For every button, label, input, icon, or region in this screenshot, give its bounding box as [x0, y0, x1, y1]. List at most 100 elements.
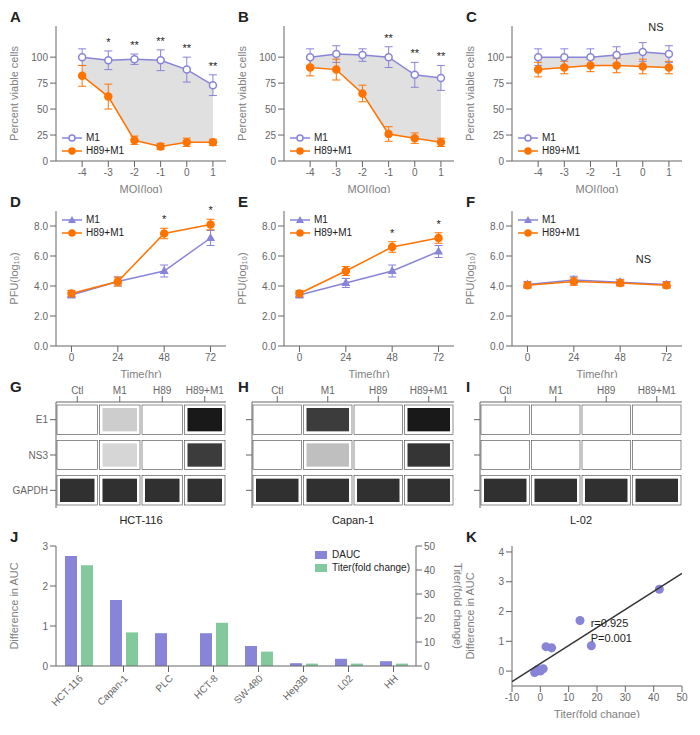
svg-text:L02: L02	[335, 672, 355, 692]
svg-text:-2: -2	[358, 167, 367, 178]
svg-text:0.0: 0.0	[262, 341, 276, 352]
svg-text:8.0: 8.0	[262, 221, 276, 232]
svg-text:-1: -1	[612, 167, 621, 178]
svg-text:-4: -4	[306, 167, 315, 178]
svg-text:0.0: 0.0	[34, 341, 48, 352]
svg-text:0: 0	[525, 352, 531, 363]
svg-text:100: 100	[259, 52, 276, 63]
svg-text:1: 1	[210, 167, 216, 178]
svg-text:MOI(log): MOI(log)	[576, 183, 619, 193]
svg-text:40: 40	[648, 692, 660, 703]
svg-text:2: 2	[498, 606, 504, 617]
svg-text:Titer(fold change): Titer(fold change)	[554, 708, 640, 718]
svg-text:E1: E1	[36, 414, 49, 425]
svg-text:NS3: NS3	[29, 450, 49, 461]
svg-text:24: 24	[568, 352, 580, 363]
svg-text:Difference in AUC: Difference in AUC	[8, 562, 20, 649]
svg-text:**: **	[437, 50, 446, 62]
svg-text:PLC: PLC	[153, 673, 175, 695]
svg-text:NS: NS	[648, 21, 663, 33]
svg-text:50: 50	[37, 104, 49, 115]
svg-text:MOI(log): MOI(log)	[348, 183, 391, 193]
svg-text:50: 50	[265, 104, 277, 115]
svg-text:3: 3	[42, 541, 48, 552]
svg-text:-3: -3	[104, 167, 113, 178]
svg-text:-3: -3	[332, 167, 341, 178]
svg-text:*: *	[436, 218, 441, 230]
svg-text:H89: H89	[597, 385, 616, 396]
svg-text:0: 0	[640, 167, 646, 178]
svg-text:H89+M1: H89+M1	[410, 385, 449, 396]
svg-text:72: 72	[205, 352, 217, 363]
svg-text:6.0: 6.0	[262, 251, 276, 262]
svg-text:*: *	[208, 204, 213, 216]
svg-text:HH: HH	[382, 673, 400, 691]
svg-text:Titer(fold change): Titer(fold change)	[452, 563, 464, 649]
svg-text:0: 0	[297, 352, 303, 363]
svg-text:6.0: 6.0	[490, 251, 504, 262]
svg-text:0: 0	[538, 692, 544, 703]
svg-text:25: 25	[265, 130, 277, 141]
svg-text:Ctl: Ctl	[71, 385, 83, 396]
svg-text:-4: -4	[78, 167, 87, 178]
svg-text:0: 0	[498, 156, 504, 167]
svg-text:1: 1	[42, 621, 48, 632]
svg-text:HCT-8: HCT-8	[192, 672, 221, 701]
svg-text:1: 1	[498, 636, 504, 647]
svg-text:Hep3B: Hep3B	[281, 672, 311, 702]
svg-text:48: 48	[615, 352, 627, 363]
svg-text:100: 100	[31, 52, 48, 63]
svg-text:20: 20	[591, 692, 603, 703]
svg-text:48: 48	[387, 352, 399, 363]
svg-text:**: **	[182, 42, 191, 54]
svg-text:1: 1	[666, 167, 672, 178]
svg-text:2.0: 2.0	[490, 311, 504, 322]
svg-text:10: 10	[563, 692, 575, 703]
svg-text:PFU(log₁₀): PFU(log₁₀)	[464, 252, 476, 304]
svg-text:0: 0	[69, 352, 75, 363]
svg-text:*: *	[390, 227, 395, 239]
svg-text:2: 2	[42, 581, 48, 592]
svg-text:4: 4	[498, 547, 504, 558]
svg-text:-2: -2	[130, 167, 139, 178]
svg-text:Ctl: Ctl	[499, 385, 511, 396]
svg-text:100: 100	[487, 52, 504, 63]
svg-text:75: 75	[37, 78, 49, 89]
svg-text:0: 0	[498, 666, 504, 677]
svg-text:H89: H89	[369, 385, 388, 396]
svg-text:Time(hr): Time(hr)	[576, 368, 617, 378]
svg-text:50: 50	[493, 104, 505, 115]
svg-text:-1: -1	[384, 167, 393, 178]
svg-text:Percent viable cells: Percent viable cells	[236, 46, 248, 141]
svg-text:Difference in AUC: Difference in AUC	[464, 572, 476, 659]
svg-text:4.0: 4.0	[262, 281, 276, 292]
svg-text:0: 0	[270, 156, 276, 167]
svg-text:30: 30	[424, 589, 436, 600]
svg-text:Percent viable cells: Percent viable cells	[8, 46, 20, 141]
svg-text:20: 20	[424, 613, 436, 624]
svg-text:3: 3	[498, 576, 504, 587]
svg-text:H89+M1: H89+M1	[638, 385, 677, 396]
svg-text:GAPDH: GAPDH	[12, 485, 48, 496]
svg-text:72: 72	[433, 352, 445, 363]
svg-text:**: **	[156, 35, 165, 47]
svg-text:-1: -1	[156, 167, 165, 178]
svg-text:40: 40	[424, 565, 436, 576]
svg-text:24: 24	[112, 352, 124, 363]
svg-text:8.0: 8.0	[34, 221, 48, 232]
svg-text:50: 50	[676, 692, 688, 703]
svg-text:*: *	[106, 36, 111, 48]
svg-text:H89+M1: H89+M1	[186, 385, 225, 396]
svg-text:M1: M1	[113, 385, 127, 396]
svg-text:**: **	[209, 60, 218, 72]
svg-text:**: **	[130, 39, 139, 51]
svg-text:0: 0	[424, 661, 430, 672]
svg-text:24: 24	[340, 352, 352, 363]
svg-text:50: 50	[424, 541, 436, 552]
svg-text:P=0.001: P=0.001	[591, 632, 632, 644]
svg-text:**: **	[384, 32, 393, 44]
svg-text:0: 0	[42, 156, 48, 167]
svg-text:M1: M1	[321, 385, 335, 396]
svg-text:NS: NS	[636, 253, 651, 265]
svg-text:Ctl: Ctl	[271, 385, 283, 396]
